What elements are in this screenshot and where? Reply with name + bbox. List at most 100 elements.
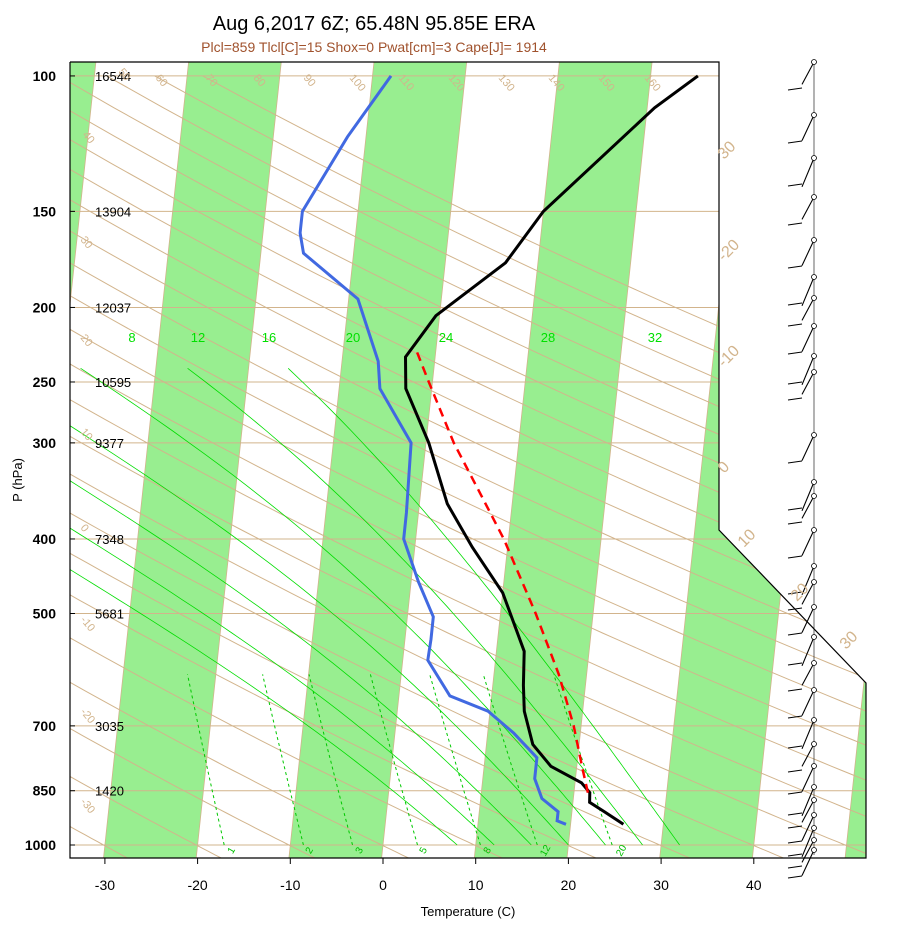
y-tick-label: 700: [33, 718, 57, 734]
wind-barb-dot: [811, 369, 817, 375]
wind-barb-flag: [787, 222, 803, 226]
wind-barb-staff: [801, 371, 815, 395]
height-label: 13904: [95, 204, 131, 219]
wind-barb-dot: [811, 812, 817, 818]
mixing-ratio-label: 28: [541, 330, 555, 345]
height-label: 10595: [95, 375, 131, 390]
wind-barb-dot: [811, 717, 817, 723]
y-tick-label: 400: [33, 531, 57, 547]
y-axis-label: P (hPa): [10, 458, 25, 502]
moist-adiabat: [70, 367, 569, 846]
wind-barb-flag: [787, 688, 803, 692]
y-tick-label: 850: [33, 783, 57, 799]
wind-barb-flag: [787, 302, 803, 306]
isotherm-band: [658, 62, 839, 858]
mixing-ratio-bottom-label: 12: [538, 843, 553, 859]
wind-barb-dot: [811, 295, 817, 301]
dry-adiabat-label: 10: [78, 426, 95, 443]
wind-barb-staff: [801, 434, 815, 461]
dry-adiabat: [70, 75, 611, 858]
height-label: 3035: [95, 719, 124, 734]
dry-adiabat: [70, 75, 866, 858]
dry-adiabat-lines: [70, 75, 866, 858]
wind-barb-dot: [811, 687, 817, 693]
moist-adiabat: [70, 367, 458, 846]
x-axis-label: Temperature (C): [421, 904, 516, 919]
dry-adiabat: [70, 75, 866, 858]
wind-barb-dot: [811, 479, 817, 485]
dry-adiabat: [70, 75, 866, 858]
height-labels: 16544 13904 12037 10595 9377 7348 5681 3035 1420: [95, 69, 131, 799]
wind-barb-dot: [811, 527, 817, 533]
wind-barb-staff: [801, 196, 815, 220]
wind-barb-dot: [811, 797, 817, 803]
plot-frame: [69, 61, 867, 859]
wind-barb-staff: [801, 719, 815, 750]
dry-adiabat: [70, 75, 800, 858]
mixing-ratio-line: [369, 674, 418, 846]
skewed-isotherm-label: 30: [837, 628, 862, 653]
moist-adiabat: [70, 367, 495, 846]
moist-adiabat: [80, 367, 606, 846]
wind-barb-staff: [801, 276, 815, 307]
dry-adiabat: [70, 75, 866, 858]
wind-barb-dot: [811, 741, 817, 747]
wind-barb-flag: [787, 351, 803, 355]
dry-adiabat: [70, 75, 866, 858]
y-tick-label: 1000: [25, 837, 56, 853]
dry-adiabat: [70, 75, 866, 858]
wind-barb-flag: [787, 745, 803, 749]
mixing-ratio-label: 32: [648, 330, 662, 345]
dry-adiabat: [70, 75, 866, 858]
x-tick-label: -10: [280, 877, 300, 893]
isotherm-band: [102, 62, 283, 858]
wind-barb-staff: [801, 61, 815, 85]
wind-barb-flag: [787, 183, 803, 187]
dry-adiabat-label: -30: [78, 796, 97, 816]
mixing-ratio-bottom-labels: 1 2 3 5 8 12 20: [226, 843, 630, 859]
dry-adiabat: [70, 75, 866, 858]
mixing-ratio-label: 16: [262, 330, 276, 345]
wind-barb-dot: [811, 563, 817, 569]
wind-barb-staff: [801, 662, 815, 686]
wind-barb-flag: [787, 521, 803, 525]
mixing-ratio-top-labels: 8 12 16 20 24 28 32: [128, 330, 662, 345]
mixing-ratio-label: 12: [191, 330, 205, 345]
skewed-isotherm-label: 20: [788, 580, 813, 605]
wind-barb-dot: [811, 155, 817, 161]
wind-barb-flag: [787, 875, 803, 879]
wind-barb-flag: [787, 87, 803, 91]
x-tick-label: 20: [561, 877, 577, 893]
x-tick-label: -20: [187, 877, 207, 893]
wind-barb-staff: [801, 481, 815, 512]
wind-barb-dot: [811, 837, 817, 843]
wind-barb-dot: [811, 660, 817, 666]
wind-barb-flag: [787, 853, 803, 857]
wind-barb-staff: [801, 827, 815, 858]
wind-barb-staff: [801, 297, 815, 321]
mixing-ratio-bottom-label: 20: [614, 843, 629, 859]
wind-barb-staff: [801, 581, 815, 605]
wind-barb-flag: [787, 397, 803, 401]
moist-adiabat: [187, 367, 643, 846]
wind-barb-flag: [787, 507, 803, 511]
mixing-ratio-bottom-label: 1: [226, 845, 239, 856]
wind-barb-flag: [787, 632, 803, 636]
moist-adiabat: [70, 367, 532, 846]
wind-barb-staff: [801, 765, 815, 792]
wind-barb-flag: [787, 769, 803, 773]
wind-barb-staff: [801, 529, 815, 556]
dry-adiabat-label: 90: [301, 72, 318, 89]
mixing-ratio-label: 20: [346, 330, 360, 345]
height-label: 1420: [95, 784, 124, 799]
height-label: 16544: [95, 69, 131, 84]
mixing-ratio-line: [429, 674, 481, 846]
height-label: 9377: [95, 436, 124, 451]
wind-barb-dot: [811, 323, 817, 329]
wind-barb-dot: [811, 59, 817, 65]
wind-barb-staff: [801, 157, 815, 188]
y-tick-label: 150: [33, 203, 57, 219]
mixing-ratio-line: [482, 674, 538, 846]
wind-barb-staff: [801, 689, 815, 716]
